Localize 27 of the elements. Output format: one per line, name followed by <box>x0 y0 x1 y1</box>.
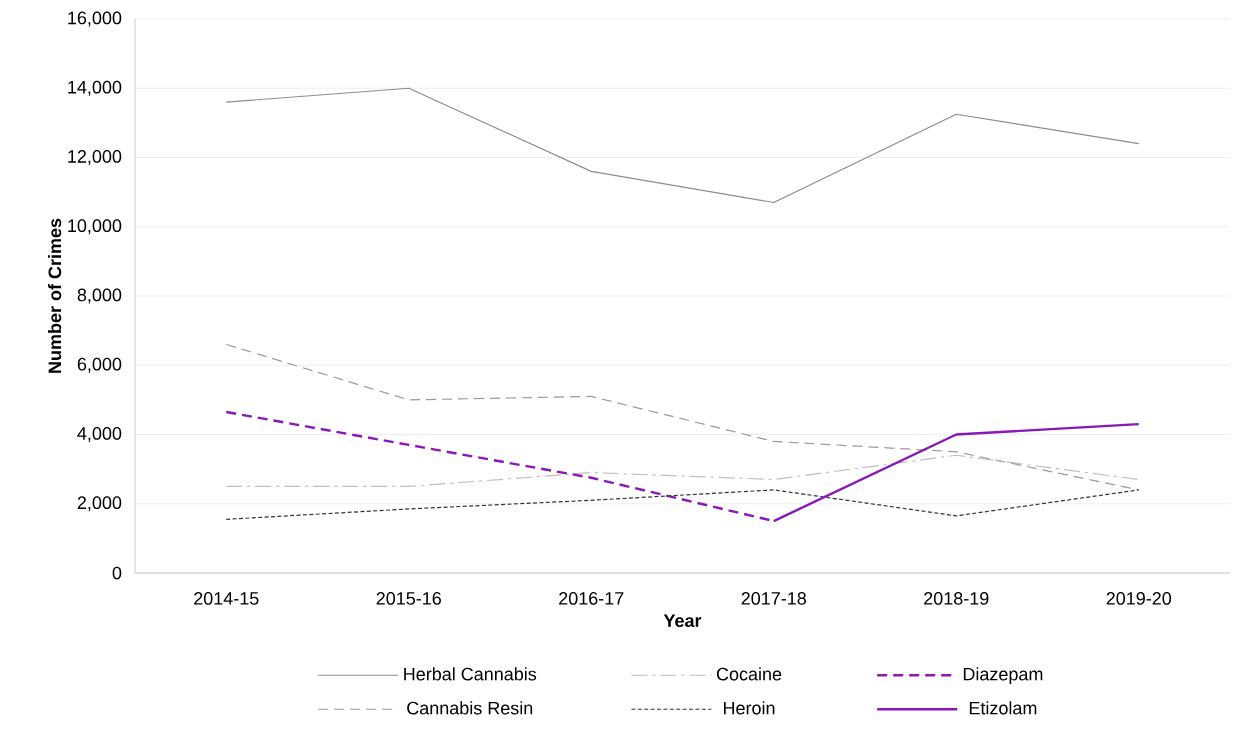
x-tick-label: 2018-19 <box>924 592 989 605</box>
legend-label: Heroin <box>723 701 775 715</box>
line-series <box>225 343 1140 491</box>
line-series <box>225 454 1140 488</box>
legend-label: Cannabis Resin <box>407 701 533 715</box>
y-tick-label: 12,000 <box>68 150 122 165</box>
y-tick-label: 14,000 <box>68 80 122 96</box>
y-tick-label: 10,000 <box>68 219 122 235</box>
x-tick-label: 2016-17 <box>559 592 624 605</box>
legend-label: Etizolam <box>969 701 1037 715</box>
y-axis-title: Number of Crimes <box>48 218 62 373</box>
x-tick-label: 2017-18 <box>741 592 806 605</box>
y-tick-label: 4,000 <box>77 427 122 442</box>
x-tick-label: 2015-16 <box>376 592 441 605</box>
legend-label: Herbal Cannabis <box>404 667 537 681</box>
y-tick-label: 16,000 <box>68 11 122 27</box>
line-series <box>225 489 1140 520</box>
x-tick-label: 2014-15 <box>194 592 259 605</box>
y-tick-label: 2,000 <box>77 496 122 512</box>
legend-label: Diazepam <box>963 667 1043 685</box>
x-axis-title: Year <box>663 614 702 628</box>
y-tick-label: 6,000 <box>77 357 122 373</box>
y-tick-label: 0 <box>112 566 122 580</box>
x-tick-label: 2019-20 <box>1106 592 1172 605</box>
line-series <box>225 87 1140 204</box>
legend-label: Cocaine <box>716 667 782 681</box>
y-tick-label: 8,000 <box>77 288 122 304</box>
